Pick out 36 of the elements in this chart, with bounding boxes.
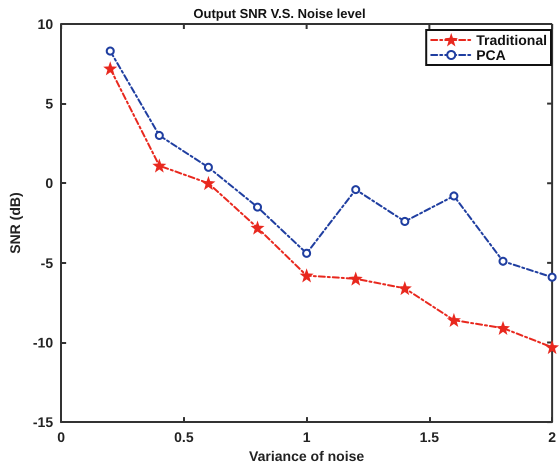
point — [448, 314, 460, 326]
point — [449, 191, 458, 200]
point — [546, 342, 558, 354]
point — [400, 216, 410, 226]
point — [497, 322, 509, 334]
x-tick-label: 0 — [57, 429, 66, 446]
x-tick-label: 2 — [548, 429, 556, 446]
point — [154, 130, 164, 140]
y-tick-label: 0 — [45, 175, 54, 192]
x-tick-label: 1.5 — [420, 429, 440, 446]
y-tick-label: -15 — [32, 414, 54, 430]
point — [300, 270, 312, 282]
legend-label: PCA — [476, 47, 506, 63]
point — [302, 248, 312, 258]
point — [399, 282, 411, 294]
x-tick-label: 0.5 — [174, 429, 194, 446]
point — [154, 160, 166, 172]
point — [106, 46, 115, 56]
y-tick-label: -5 — [40, 254, 54, 271]
point — [350, 273, 362, 285]
point — [548, 272, 557, 282]
point — [202, 177, 214, 189]
point — [252, 222, 264, 234]
point — [253, 202, 262, 212]
y-axis-title: SNR (dB) — [7, 192, 23, 254]
point — [104, 62, 116, 74]
y-tick-label: 5 — [45, 96, 54, 112]
point — [351, 185, 360, 194]
point — [204, 162, 213, 172]
y-tick-label: 10 — [38, 16, 54, 32]
legend-label: Traditional — [476, 32, 548, 48]
x-tick-label: 1 — [302, 429, 311, 446]
chart-title: Output SNR V.S. Noise level — [193, 6, 366, 21]
y-tick-label: -10 — [32, 334, 54, 350]
x-axis-title: Variance of noise — [249, 448, 364, 464]
point — [498, 256, 508, 266]
